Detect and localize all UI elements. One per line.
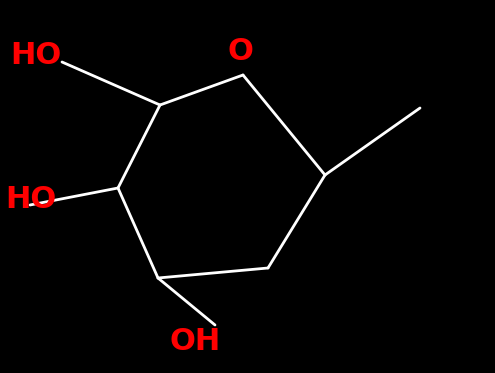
Text: O: O (227, 38, 253, 66)
Text: OH: OH (169, 327, 221, 357)
Text: HO: HO (10, 41, 61, 69)
Text: HO: HO (5, 185, 56, 214)
